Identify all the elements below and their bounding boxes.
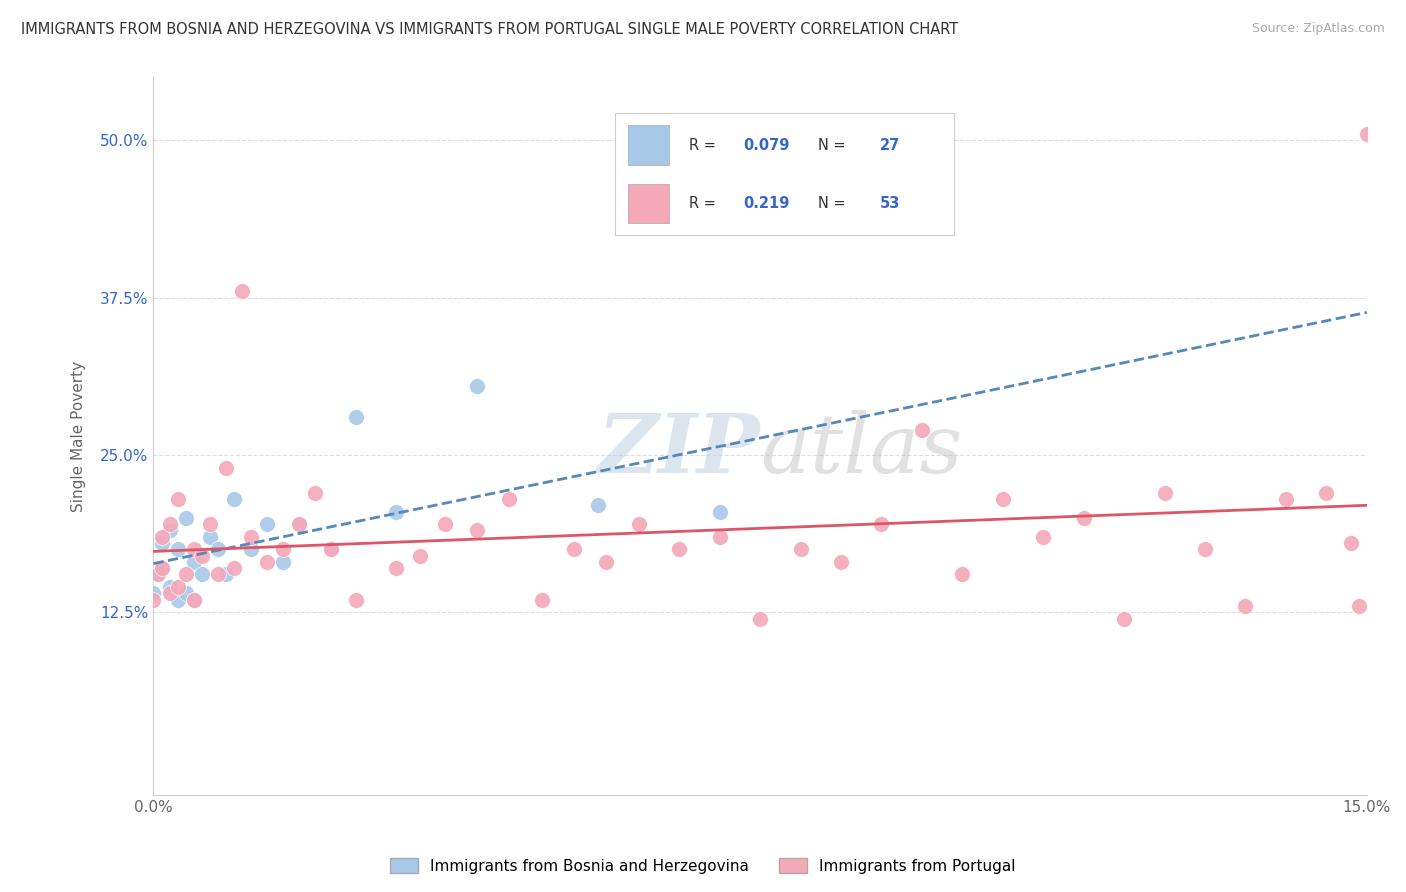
Point: [146, 567, 169, 582]
Point: [344, 410, 367, 425]
Point: [627, 517, 650, 532]
Text: IMMIGRANTS FROM BOSNIA AND HERZEGOVINA VS IMMIGRANTS FROM PORTUGAL SINGLE MALE P: IMMIGRANTS FROM BOSNIA AND HERZEGOVINA V…: [21, 22, 959, 37]
Point: [1355, 127, 1378, 141]
Point: [198, 517, 221, 532]
Point: [215, 460, 238, 475]
Point: [1347, 599, 1369, 613]
Point: [668, 542, 690, 557]
Point: [191, 567, 214, 582]
Point: [183, 555, 205, 569]
Point: [150, 561, 173, 575]
Point: [166, 542, 188, 557]
Point: [183, 592, 205, 607]
Point: [530, 592, 553, 607]
Point: [142, 586, 165, 600]
Point: [433, 517, 456, 532]
Point: [1315, 485, 1337, 500]
Point: [304, 485, 326, 500]
Point: [950, 567, 973, 582]
Point: [142, 592, 165, 607]
Point: [166, 580, 188, 594]
Point: [159, 580, 181, 594]
Point: [344, 592, 367, 607]
Point: [709, 530, 731, 544]
Point: [911, 423, 934, 437]
Point: [146, 567, 169, 582]
Point: [498, 491, 520, 506]
Point: [830, 555, 852, 569]
Point: [191, 549, 214, 563]
Point: [183, 542, 205, 557]
Point: [271, 555, 294, 569]
Point: [159, 586, 181, 600]
Point: [588, 498, 610, 512]
Point: [166, 491, 188, 506]
Point: [174, 567, 197, 582]
Point: [256, 517, 278, 532]
Point: [174, 586, 197, 600]
Point: [239, 542, 262, 557]
Text: atlas: atlas: [761, 410, 963, 491]
Point: [562, 542, 585, 557]
Point: [159, 517, 181, 532]
Point: [789, 542, 811, 557]
Point: [991, 491, 1014, 506]
Point: [321, 542, 343, 557]
Y-axis label: Single Male Poverty: Single Male Poverty: [72, 360, 86, 512]
Point: [749, 611, 772, 625]
Point: [150, 536, 173, 550]
Point: [174, 511, 197, 525]
Point: [385, 505, 408, 519]
Point: [709, 505, 731, 519]
Point: [1114, 611, 1136, 625]
Point: [256, 555, 278, 569]
Point: [159, 524, 181, 538]
Point: [1234, 599, 1257, 613]
Point: [224, 561, 246, 575]
Point: [465, 524, 488, 538]
Text: Source: ZipAtlas.com: Source: ZipAtlas.com: [1251, 22, 1385, 36]
Point: [1194, 542, 1216, 557]
Text: ZIP: ZIP: [598, 410, 761, 491]
Point: [870, 517, 893, 532]
Point: [150, 561, 173, 575]
Point: [288, 517, 311, 532]
Point: [224, 491, 246, 506]
Point: [239, 530, 262, 544]
Point: [465, 378, 488, 392]
Point: [183, 592, 205, 607]
Point: [385, 561, 408, 575]
Point: [207, 542, 229, 557]
Point: [207, 567, 229, 582]
Point: [198, 530, 221, 544]
Point: [595, 555, 617, 569]
Point: [409, 549, 432, 563]
Point: [150, 530, 173, 544]
Point: [1340, 536, 1362, 550]
Point: [1073, 511, 1095, 525]
Point: [271, 542, 294, 557]
Legend: Immigrants from Bosnia and Herzegovina, Immigrants from Portugal: Immigrants from Bosnia and Herzegovina, …: [384, 852, 1022, 880]
Point: [231, 285, 253, 299]
Point: [215, 567, 238, 582]
Point: [1275, 491, 1298, 506]
Point: [321, 542, 343, 557]
Point: [166, 592, 188, 607]
Point: [288, 517, 311, 532]
Point: [1153, 485, 1175, 500]
Point: [1032, 530, 1054, 544]
